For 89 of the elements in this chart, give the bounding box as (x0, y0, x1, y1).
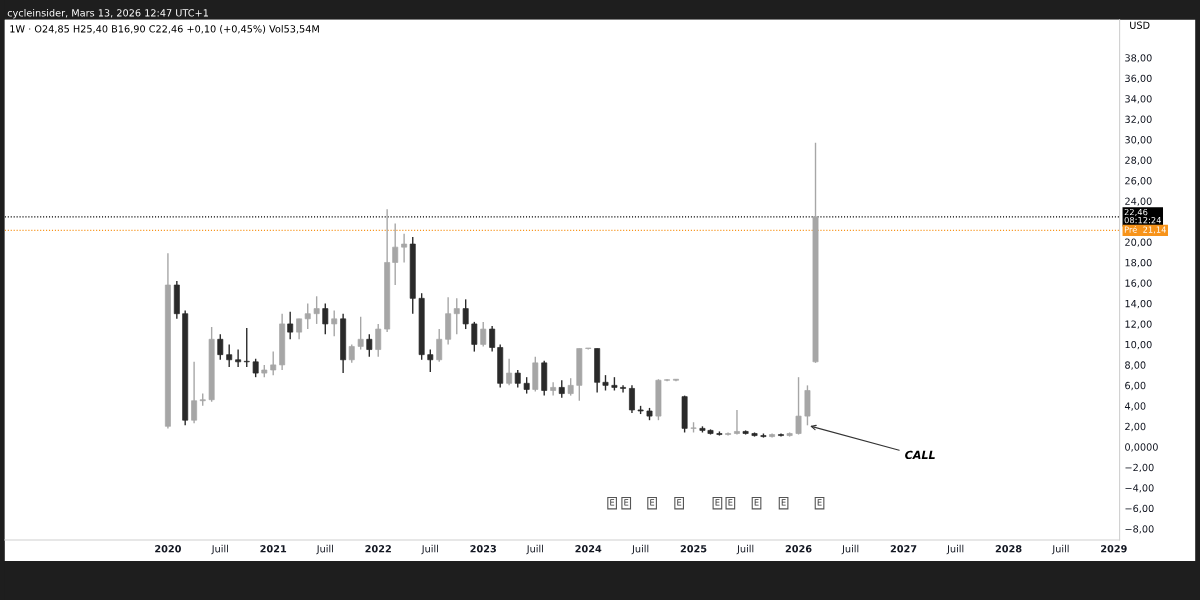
candlestick (322, 302, 329, 335)
annotation: E (754, 499, 759, 506)
ref-line-label: Pré 21,14 (1124, 225, 1166, 234)
y-tick-label: 0,0000 (1125, 443, 1158, 452)
candlestick (427, 348, 434, 373)
annotation: CALL (905, 450, 935, 460)
annotation: E (715, 499, 720, 506)
y-axis-title: USD (1130, 21, 1150, 29)
candlestick (795, 376, 802, 436)
annotation: E (610, 499, 615, 506)
x-tick-label: 2020 (155, 545, 181, 553)
candlestick (436, 328, 443, 363)
x-tick-label: 2026 (785, 545, 812, 553)
x-tick-label: 2022 (365, 545, 391, 553)
x-tick-label: 2029 (1101, 545, 1127, 553)
y-tick-label: −2,00 (1125, 463, 1154, 473)
y-tick-label: 10,00 (1125, 340, 1152, 350)
candlestick (453, 297, 460, 335)
y-tick-label: −4,00 (1125, 484, 1154, 493)
candlestick (401, 233, 408, 264)
x-tick-label: 2024 (575, 545, 602, 553)
y-tick-label: 32,00 (1125, 115, 1152, 124)
candlestick (331, 309, 338, 337)
candlestick (471, 321, 478, 353)
y-tick-label: −8,00 (1125, 525, 1154, 534)
chart-subtitle: cycleinsider, Mars 13, 2026 12:47 UTC+1 (7, 9, 208, 19)
y-tick-label: 36,00 (1125, 74, 1152, 83)
candlestick (304, 302, 311, 330)
candlestick (191, 361, 198, 424)
x-tick-label: 2023 (470, 545, 496, 553)
y-tick-label: 38,00 (1125, 54, 1152, 63)
y-tick-label: 30,00 (1125, 136, 1152, 145)
candlestick (375, 323, 382, 358)
ref-line-label: 22,46 08:12:24 (1124, 208, 1162, 224)
y-tick-label: 20,00 (1125, 238, 1152, 247)
y-tick-label: 12,00 (1125, 320, 1152, 329)
candlestick (217, 333, 224, 361)
annotation: E (677, 499, 682, 506)
x-tick-label: 2027 (890, 545, 917, 553)
candlestick (550, 381, 557, 397)
x-tick-label: Juill (211, 544, 228, 555)
y-tick-label: −6,00 (1125, 504, 1154, 514)
candlestick (629, 384, 635, 414)
x-tick-label: Juill (841, 544, 859, 555)
y-tick-label: 34,00 (1125, 95, 1152, 104)
candlestick (235, 348, 242, 368)
candlestick (480, 321, 487, 348)
candlestick (489, 325, 496, 353)
x-tick-label: Juill (316, 544, 333, 555)
y-tick-label: 16,00 (1125, 279, 1152, 288)
annotation: E (817, 499, 822, 506)
y-tick-label: 4,00 (1124, 402, 1146, 411)
candlestick (392, 222, 399, 286)
candlestick (296, 318, 303, 340)
chart-title: 1W · O24,85 H25,40 B16,90 C22,46 +0,10 (+0,45%) Vol53,54M (10, 25, 319, 34)
y-tick-label: 2,00 (1125, 422, 1146, 432)
y-tick-label: 6,00 (1125, 381, 1146, 391)
x-tick-label: Juill (421, 544, 438, 555)
candlestick (287, 310, 294, 340)
candlestick (348, 343, 355, 364)
y-tick-label: 24,00 (1125, 197, 1152, 206)
candlestick (270, 350, 277, 376)
x-tick-label: 2021 (260, 545, 287, 553)
x-tick-label: Juill (526, 544, 543, 555)
x-tick-label: Juill (1051, 544, 1069, 555)
candlestick (252, 358, 259, 378)
candlestick (357, 316, 364, 351)
candlestick (734, 409, 740, 436)
candlestick (620, 384, 626, 394)
candlestick (506, 358, 513, 387)
candlestick (226, 343, 233, 368)
y-tick-label: 8,00 (1125, 361, 1146, 370)
y-tick-label: 28,00 (1125, 156, 1152, 165)
annotation: E (728, 499, 733, 506)
candlestick (366, 333, 373, 358)
annotation: E (650, 499, 655, 506)
y-tick-label: 14,00 (1125, 299, 1152, 309)
candlestick (462, 298, 469, 330)
x-tick-label: 2025 (680, 545, 707, 553)
candlestick (313, 295, 320, 325)
y-tick-label: 26,00 (1125, 177, 1152, 186)
y-tick-label: 18,00 (1125, 258, 1152, 268)
annotation: E (624, 499, 629, 506)
x-tick-label: Juill (631, 544, 649, 555)
annotation: E (781, 499, 786, 506)
candlestick (725, 431, 731, 437)
x-tick-label: Juill (736, 544, 754, 555)
x-tick-label: Juill (946, 544, 964, 555)
x-tick-label: 2028 (995, 545, 1022, 553)
